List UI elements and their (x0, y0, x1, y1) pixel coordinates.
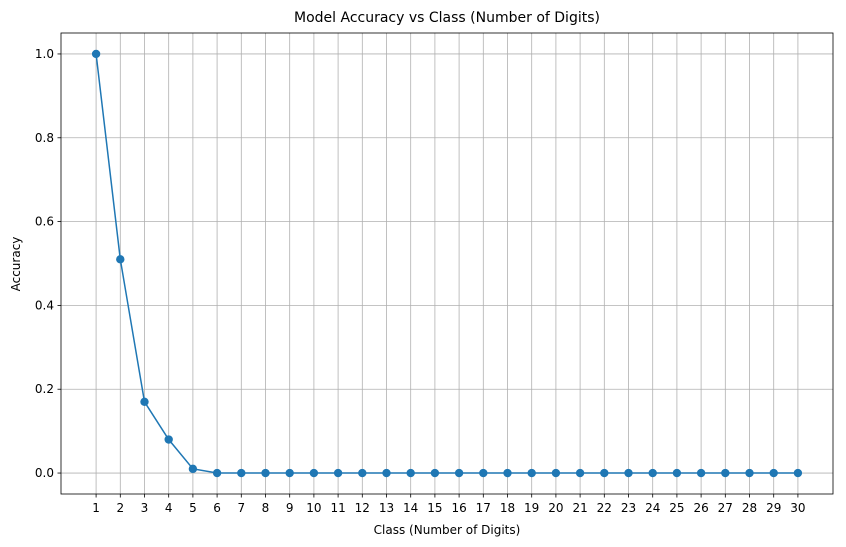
x-tick-label: 22 (597, 501, 612, 515)
data-point (382, 468, 391, 478)
chart-title: Model Accuracy vs Class (Number of Digit… (294, 10, 600, 26)
x-tick-label: 9 (286, 501, 294, 515)
data-point (164, 435, 173, 444)
data-point (140, 397, 149, 406)
x-tick-label: 19 (524, 501, 539, 515)
x-tick-label: 16 (451, 501, 466, 515)
data-point (285, 468, 294, 478)
data-point (237, 468, 246, 478)
data-point (672, 468, 682, 478)
x-tick-label: 18 (500, 501, 515, 515)
x-tick-label: 28 (742, 501, 757, 515)
data-point (503, 468, 512, 478)
data-point (188, 464, 198, 474)
x-tick-label: 12 (355, 501, 370, 515)
y-tick-label: 0.0 (35, 466, 54, 480)
x-tick-label: 25 (669, 501, 684, 515)
y-tick-label: 0.6 (35, 215, 54, 229)
data-point (551, 468, 561, 478)
data-point (527, 468, 536, 478)
x-tick-label: 15 (427, 501, 442, 515)
x-tick-label: 6 (213, 501, 221, 515)
x-tick-label: 24 (645, 501, 660, 515)
series-line (95, 53, 798, 474)
data-point (430, 468, 440, 478)
x-tick-label: 27 (718, 501, 733, 515)
x-tick-label: 29 (766, 501, 781, 515)
data-point (624, 468, 633, 478)
x-tick-label: 3 (141, 501, 149, 515)
data-point (309, 468, 319, 478)
x-tick-label: 10 (306, 501, 321, 515)
series-group (91, 49, 803, 478)
data-point (91, 49, 101, 59)
data-point (575, 468, 585, 478)
x-tick-label: 7 (237, 501, 245, 515)
x-tick-label: 1 (92, 501, 100, 515)
x-tick-label: 8 (262, 501, 270, 515)
data-point (696, 468, 706, 478)
x-tick-label: 23 (621, 501, 636, 515)
x-tick-label: 26 (693, 501, 708, 515)
y-axis-label: Accuracy (9, 237, 23, 292)
x-tick-label: 2 (116, 501, 124, 515)
data-point (212, 468, 222, 478)
y-tick-label: 0.8 (35, 131, 54, 145)
x-tick-label: 17 (476, 501, 491, 515)
x-tick-label: 11 (330, 501, 345, 515)
data-point (600, 468, 609, 478)
data-point (261, 468, 270, 478)
x-axis: 1 2 3 4 5 6 7 8 9 10 11 12 13 14 15 16 17 18 19 20 21 22 23 24 2… (92, 494, 806, 515)
data-point (769, 468, 778, 478)
data-point (358, 468, 367, 478)
data-point (406, 468, 415, 478)
data-point (745, 468, 754, 478)
data-point (721, 468, 730, 478)
y-tick-label: 1.0 (35, 47, 54, 61)
data-point (793, 468, 803, 478)
data-point (479, 468, 488, 478)
data-point (333, 468, 343, 478)
grid (61, 33, 833, 494)
y-tick-label: 0.4 (35, 298, 54, 312)
data-point (454, 468, 464, 478)
data-point (648, 468, 657, 478)
x-tick-label: 13 (379, 501, 394, 515)
y-tick-label: 0.2 (35, 382, 54, 396)
x-tick-label: 20 (548, 501, 563, 515)
data-point (116, 255, 125, 264)
x-axis-label: Class (Number of Digits) (374, 523, 521, 537)
plot-frame (60, 32, 834, 495)
x-tick-label: 30 (790, 501, 805, 515)
x-tick-label: 5 (189, 501, 197, 515)
x-tick-label: 4 (165, 501, 173, 515)
x-tick-label: 21 (572, 501, 587, 515)
y-axis: 0.0 0.2 0.4 0.6 0.8 1.0 (35, 47, 61, 480)
x-tick-label: 14 (403, 501, 418, 515)
